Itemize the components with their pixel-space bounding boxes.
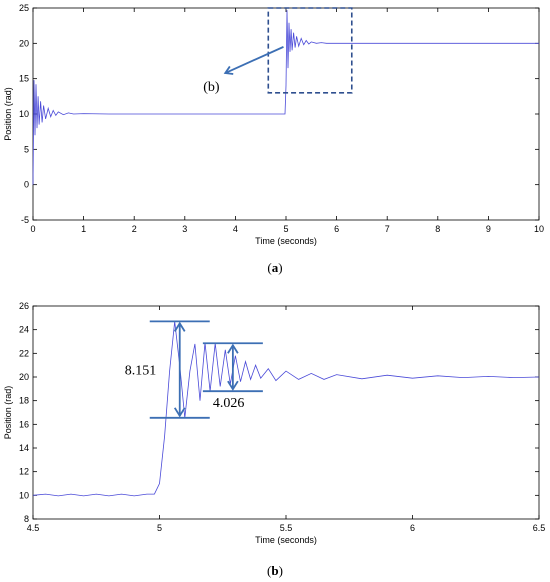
y-tick-label: 26 <box>19 301 29 311</box>
y-tick-label: 12 <box>19 467 29 477</box>
x-tick-label: 1 <box>81 224 86 234</box>
measure-arrow-up <box>227 343 239 354</box>
x-tick-label: 6 <box>410 523 415 533</box>
y-tick-label: 10 <box>19 490 29 500</box>
x-tick-label: 5 <box>283 224 288 234</box>
measure-label: 4.026 <box>213 396 245 411</box>
measure-arrow-down <box>173 407 186 418</box>
y-axis-label: Position (rad) <box>3 386 13 440</box>
series-line <box>32 10 539 185</box>
x-tick-label: 5.5 <box>280 523 293 533</box>
measure-arrow-up <box>173 321 186 332</box>
caption-b-letter: b <box>271 563 278 578</box>
y-tick-label: 24 <box>19 325 29 335</box>
y-tick-label: 0 <box>24 180 29 190</box>
zoom-arrow-head <box>223 65 234 75</box>
y-tick-label: -5 <box>21 215 29 225</box>
x-tick-label: 4 <box>233 224 238 234</box>
y-tick-label: 25 <box>19 3 29 13</box>
y-tick-label: 18 <box>19 396 29 406</box>
y-tick-label: 14 <box>19 443 29 453</box>
y-tick-label: 20 <box>19 38 29 48</box>
x-tick-label: 4.5 <box>27 523 40 533</box>
y-tick-label: 16 <box>19 419 29 429</box>
zoom-arrow <box>224 46 284 74</box>
x-tick-label: 10 <box>534 224 544 234</box>
x-tick-label: 9 <box>486 224 491 234</box>
y-tick-label: 22 <box>19 348 29 358</box>
measure-arrow-down <box>227 380 239 391</box>
x-tick-label: 6 <box>334 224 339 234</box>
x-tick-label: 8 <box>435 224 440 234</box>
caption-b-open: ( <box>267 563 271 578</box>
caption-b-close: ) <box>279 563 283 578</box>
x-axis-label: Time (seconds) <box>255 236 317 246</box>
x-tick-label: 2 <box>132 224 137 234</box>
series-line <box>32 321 540 497</box>
y-tick-label: 5 <box>24 144 29 154</box>
x-tick-label: 6.5 <box>533 523 546 533</box>
measure-label: 8.151 <box>125 364 156 379</box>
y-tick-label: 20 <box>19 372 29 382</box>
x-tick-label: 7 <box>385 224 390 234</box>
caption-a-open: ( <box>267 260 271 275</box>
chart-panel-b: 4.5 5 5.5 6 6.5 8 10 12 14 16 18 20 22 24 26 Time (seco… <box>3 301 545 545</box>
y-tick-label: 10 <box>19 109 29 119</box>
caption-b: (b) <box>267 563 283 578</box>
zoom-box <box>267 7 353 94</box>
x-tick-label: 3 <box>182 224 187 234</box>
caption-a-letter: a <box>272 260 279 275</box>
caption-a: (a) <box>267 260 282 275</box>
y-tick-label: 8 <box>24 514 29 524</box>
plot-frame <box>32 305 540 520</box>
x-tick-label: 0 <box>30 224 35 234</box>
caption-a-close: ) <box>278 260 282 275</box>
x-axis-label: Time (seconds) <box>255 535 317 545</box>
y-tick-label: 15 <box>19 74 29 84</box>
y-axis-label: Position (rad) <box>3 87 13 141</box>
zoom-label: (b) <box>203 80 220 95</box>
x-tick-label: 5 <box>157 523 162 533</box>
